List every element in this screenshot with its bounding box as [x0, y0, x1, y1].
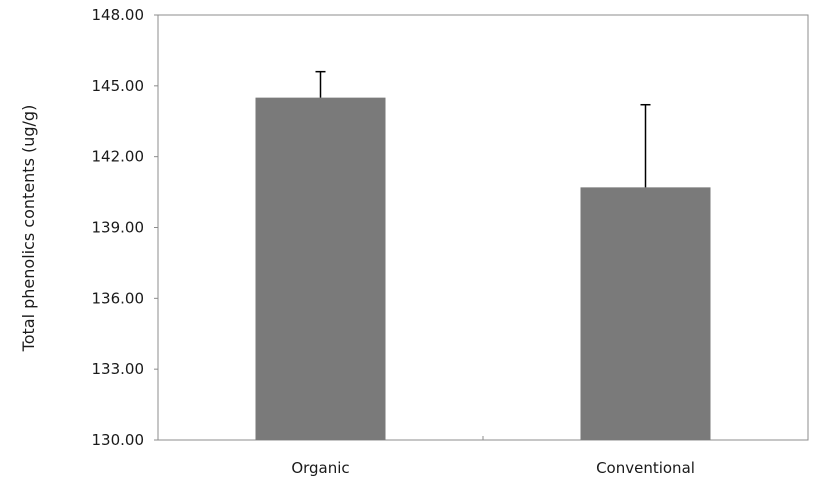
- y-tick-label: 139.00: [92, 219, 145, 237]
- y-tick-label: 136.00: [92, 289, 145, 307]
- y-axis-title: Total phenolics contents (ug/g): [19, 105, 38, 353]
- y-tick-label: 148.00: [92, 6, 145, 24]
- y-tick-label: 130.00: [92, 431, 145, 449]
- x-category-label: Organic: [291, 459, 349, 477]
- y-tick-label: 142.00: [92, 148, 145, 166]
- y-tick-label: 145.00: [92, 77, 145, 95]
- x-axis-categories: Organic Conventional: [291, 436, 695, 477]
- x-category-label: Conventional: [596, 459, 695, 477]
- bars-group: [255, 97, 711, 440]
- bar-conventional: [580, 187, 711, 440]
- bar-organic: [255, 97, 386, 440]
- y-tick-label: 133.00: [92, 360, 145, 378]
- error-bars-group: [315, 70, 651, 188]
- y-axis-ticks: 130.00 133.00 136.00 139.00 142.00 145.00 148.…: [92, 6, 158, 449]
